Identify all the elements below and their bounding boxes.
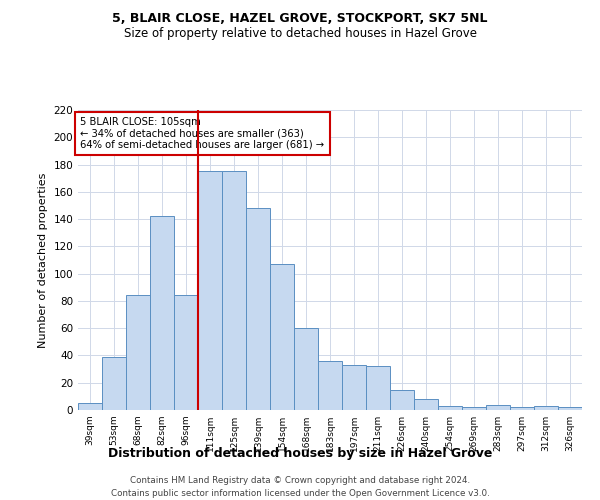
Bar	[174, 296, 198, 410]
Bar	[270, 264, 294, 410]
Y-axis label: Number of detached properties: Number of detached properties	[38, 172, 48, 348]
Bar	[246, 208, 270, 410]
Bar	[126, 296, 150, 410]
Bar	[414, 399, 438, 410]
Bar	[342, 365, 366, 410]
Text: Size of property relative to detached houses in Hazel Grove: Size of property relative to detached ho…	[124, 28, 476, 40]
Bar	[390, 390, 414, 410]
Bar	[510, 408, 534, 410]
Bar	[78, 403, 102, 410]
Bar	[102, 357, 126, 410]
Bar	[318, 361, 342, 410]
Bar	[438, 406, 462, 410]
Bar	[294, 328, 318, 410]
Bar	[366, 366, 390, 410]
Bar	[558, 408, 582, 410]
Bar	[198, 172, 222, 410]
Bar	[534, 406, 558, 410]
Text: 5 BLAIR CLOSE: 105sqm
← 34% of detached houses are smaller (363)
64% of semi-det: 5 BLAIR CLOSE: 105sqm ← 34% of detached …	[80, 117, 325, 150]
Text: Contains public sector information licensed under the Open Government Licence v3: Contains public sector information licen…	[110, 489, 490, 498]
Text: Contains HM Land Registry data © Crown copyright and database right 2024.: Contains HM Land Registry data © Crown c…	[130, 476, 470, 485]
Bar	[222, 172, 246, 410]
Bar	[462, 408, 486, 410]
Bar	[150, 216, 174, 410]
Text: Distribution of detached houses by size in Hazel Grove: Distribution of detached houses by size …	[108, 448, 492, 460]
Bar	[486, 404, 510, 410]
Text: 5, BLAIR CLOSE, HAZEL GROVE, STOCKPORT, SK7 5NL: 5, BLAIR CLOSE, HAZEL GROVE, STOCKPORT, …	[112, 12, 488, 26]
